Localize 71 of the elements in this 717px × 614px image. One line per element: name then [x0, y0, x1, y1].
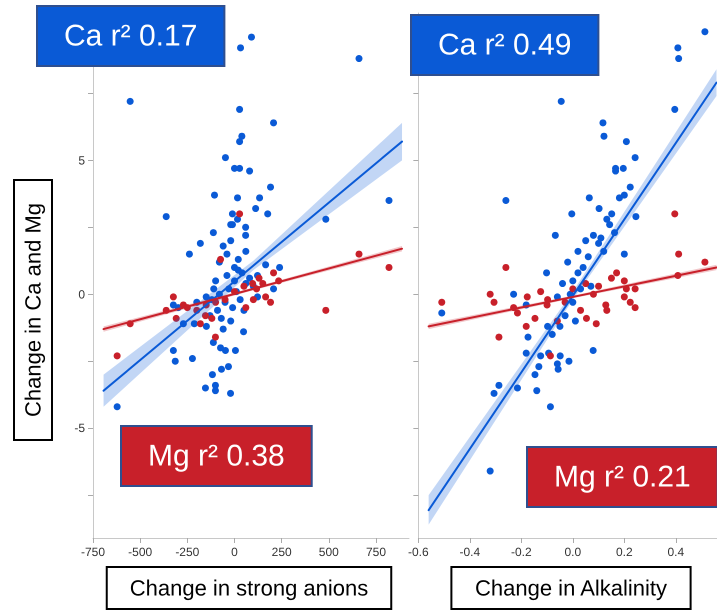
point	[577, 306, 584, 314]
point	[632, 285, 639, 292]
point	[172, 314, 180, 322]
point	[632, 304, 639, 312]
point	[386, 264, 392, 271]
point	[208, 314, 216, 322]
annotation: Ca r² 0.49	[438, 28, 572, 62]
point	[438, 298, 446, 306]
x-axis-title: Change in Alkalinity	[474, 576, 668, 600]
point	[170, 293, 177, 300]
point	[262, 293, 270, 300]
point	[671, 210, 678, 218]
point	[569, 285, 576, 292]
point	[701, 258, 708, 266]
point	[236, 210, 244, 218]
y-tick-label: -5	[74, 421, 86, 436]
y-tick-label: 0	[78, 287, 86, 302]
x-tick-label: 250	[272, 545, 292, 559]
point	[217, 256, 224, 263]
x-tick-label: 0.2	[616, 545, 633, 559]
point	[582, 280, 590, 288]
x-tick-label: -750	[80, 545, 106, 559]
point	[267, 298, 274, 306]
point	[502, 264, 510, 271]
x-tick-label: 0.0	[564, 545, 582, 559]
point	[608, 274, 615, 282]
point	[270, 269, 278, 276]
point	[531, 314, 538, 322]
point	[537, 288, 544, 296]
point	[249, 280, 256, 288]
point	[522, 322, 530, 330]
point	[524, 293, 531, 300]
x-tick-label: 750	[366, 545, 386, 559]
point	[582, 314, 590, 322]
point	[256, 274, 263, 282]
x-tick-label: -0.4	[459, 545, 480, 559]
x-tick-label: 500	[318, 545, 340, 559]
y-tick-label: 5	[78, 153, 86, 168]
point	[322, 306, 330, 314]
point	[514, 310, 521, 316]
point	[592, 320, 600, 328]
x-tick-label: -0.2	[510, 545, 532, 559]
point	[495, 334, 502, 341]
annotation: Mg r² 0.38	[148, 440, 285, 472]
point	[242, 304, 250, 312]
annotation: Ca r² 0.17	[64, 20, 198, 52]
x-tick-label: 0	[231, 545, 238, 559]
point	[546, 352, 554, 360]
point	[486, 290, 494, 298]
point	[675, 250, 682, 258]
point	[212, 334, 219, 341]
point	[114, 352, 121, 360]
point	[613, 269, 620, 276]
point	[240, 282, 248, 290]
x-tick-label: -250	[175, 545, 200, 559]
point	[603, 306, 610, 314]
point	[620, 277, 628, 284]
x-tick-label: -0.6	[408, 545, 429, 559]
y-axis-title: Change in Ca and Mg	[20, 202, 46, 418]
point	[620, 293, 628, 300]
x-tick-label: -500	[128, 545, 152, 559]
point	[595, 282, 602, 290]
point	[202, 312, 209, 320]
x-tick-label: 0.4	[667, 545, 684, 559]
point	[196, 320, 204, 328]
x-axis-title: Change in strong anions	[130, 576, 368, 600]
annotation: Mg r² 0.21	[554, 460, 691, 494]
point	[250, 296, 257, 304]
point	[490, 298, 498, 306]
point	[626, 298, 634, 306]
point	[356, 250, 363, 258]
